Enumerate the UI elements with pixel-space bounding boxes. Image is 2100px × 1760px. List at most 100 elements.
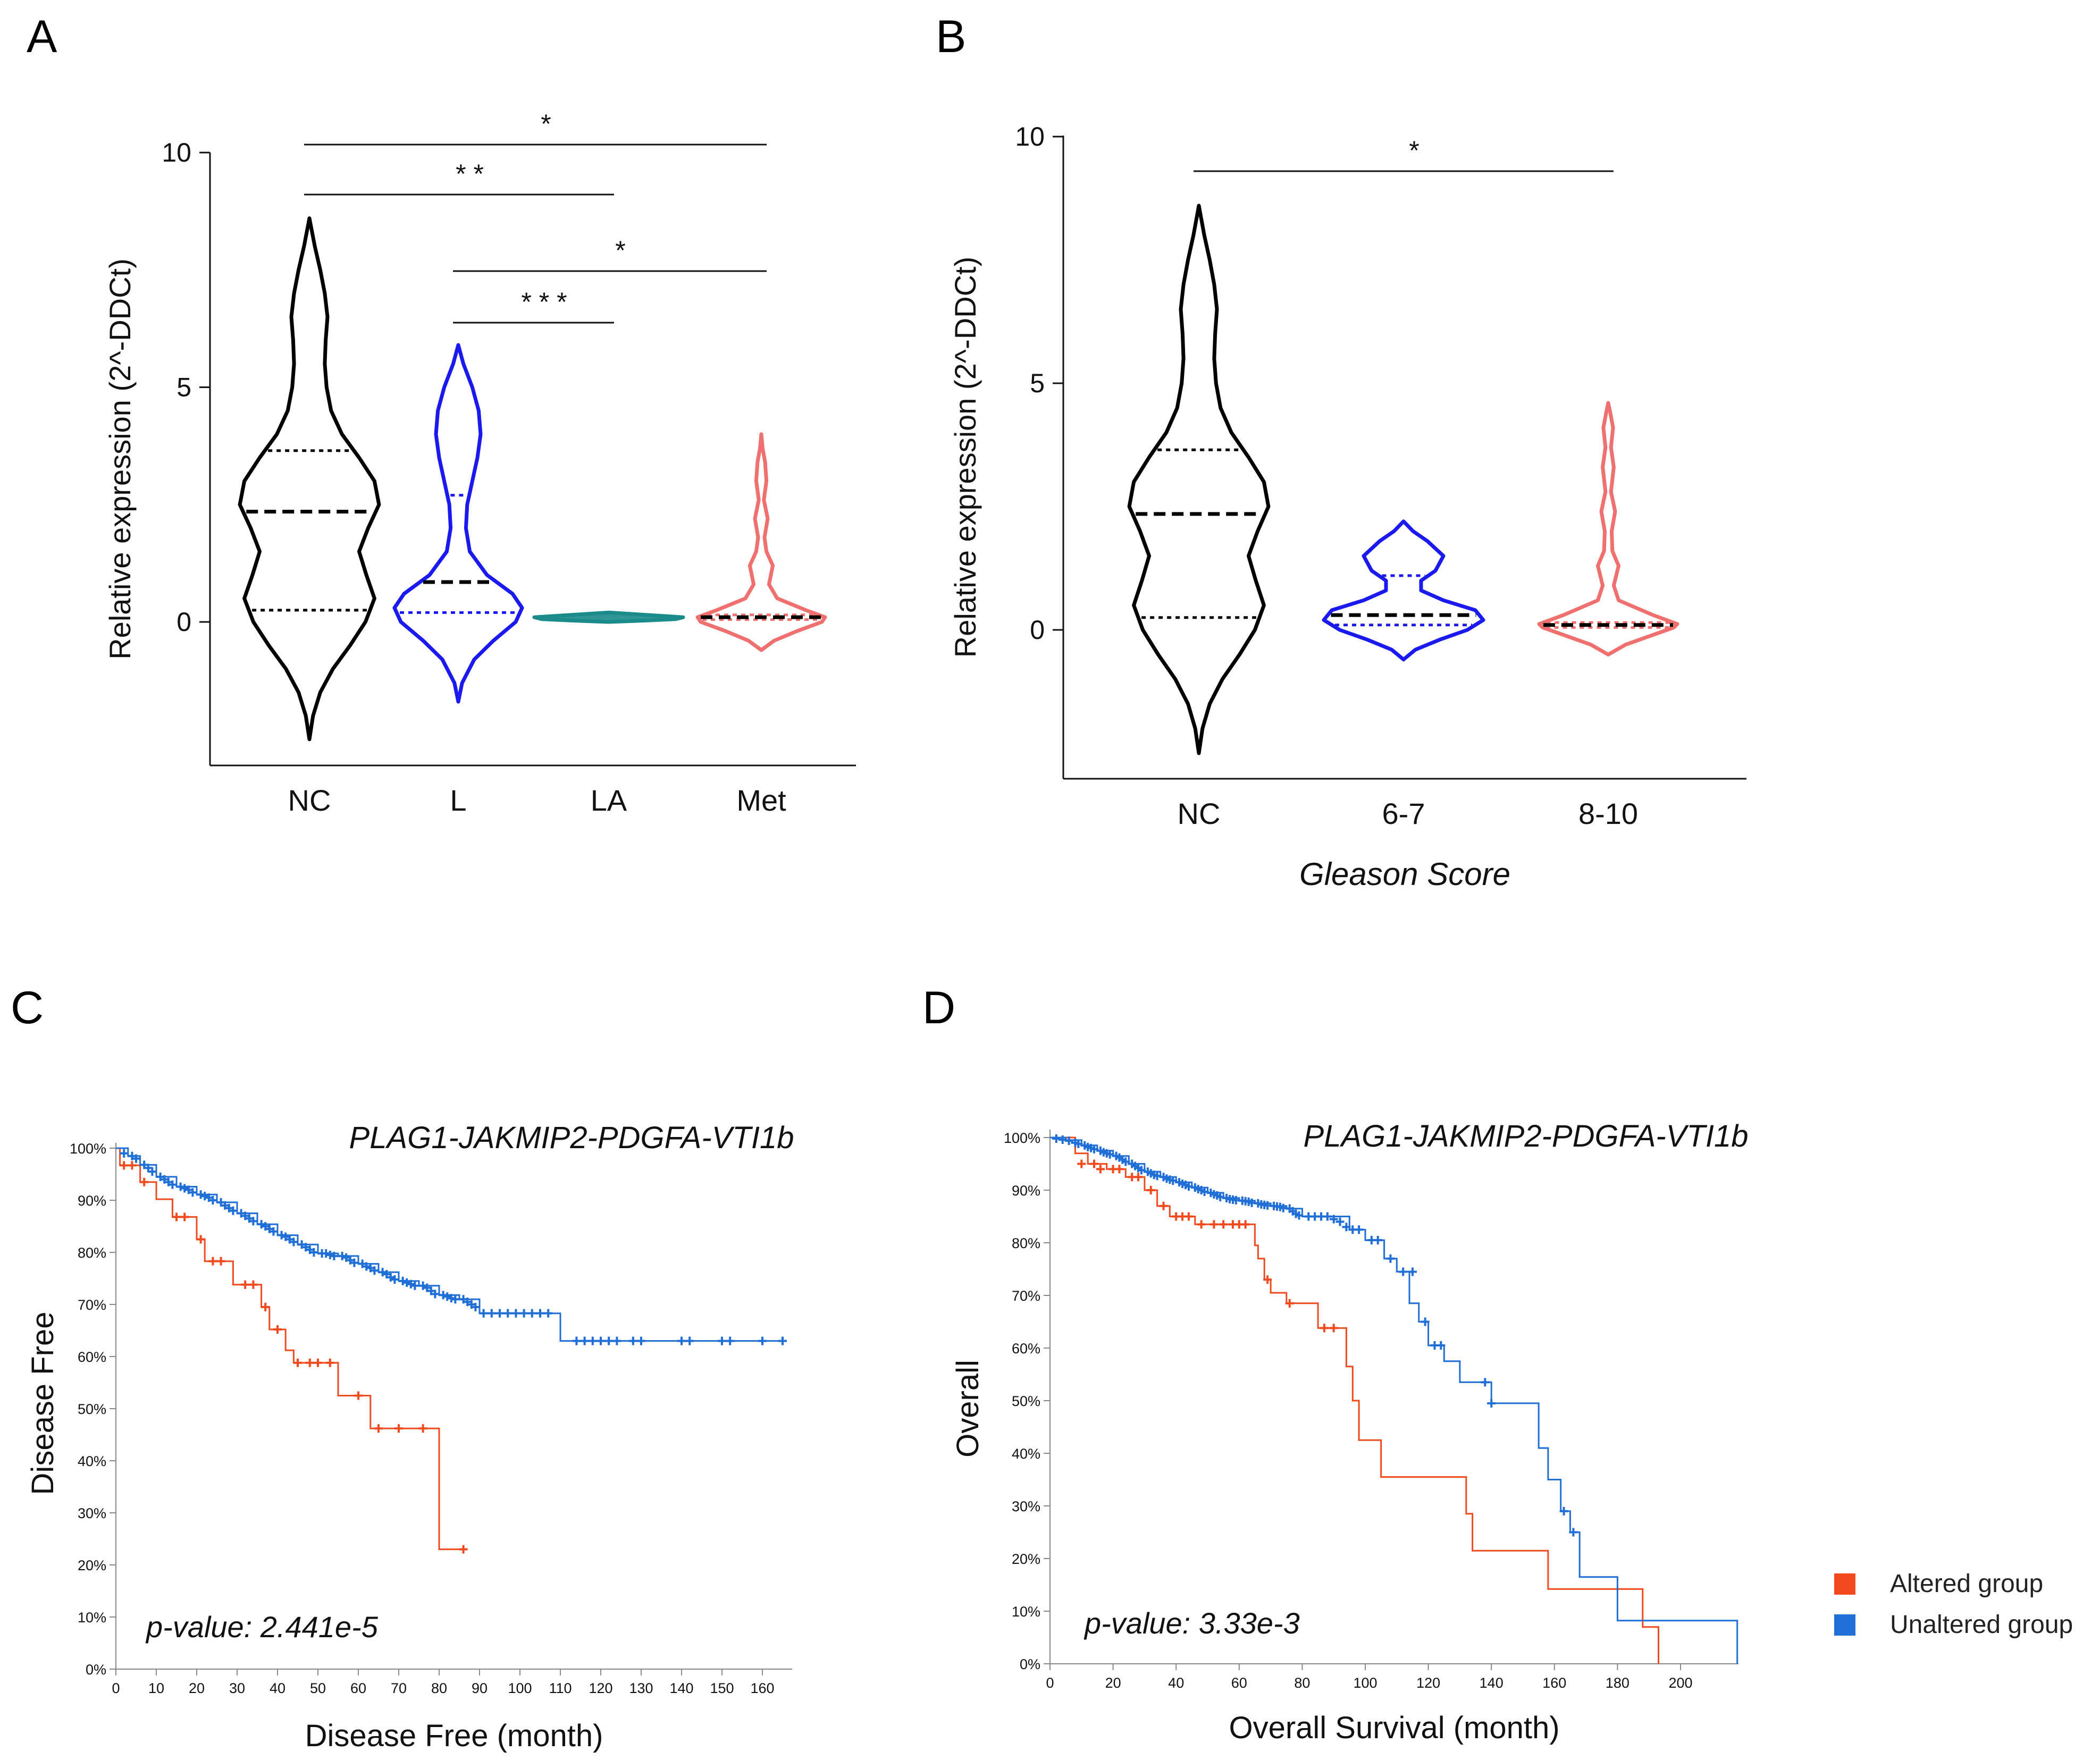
censor-mark — [572, 1336, 581, 1345]
x-tick-label: 180 — [1606, 1675, 1629, 1691]
censor-mark — [1295, 1211, 1304, 1220]
violin-8-10 — [1537, 401, 1679, 656]
x-tick-label: 40 — [270, 1680, 285, 1696]
censor-mark — [325, 1358, 334, 1367]
censor-mark — [778, 1336, 787, 1345]
censor-mark — [1386, 1254, 1395, 1263]
x-tick-label: 30 — [229, 1680, 245, 1696]
censor-mark — [580, 1336, 589, 1345]
censor-mark — [1241, 1220, 1250, 1229]
y-tick-label: 0% — [1020, 1656, 1040, 1672]
panel-label-c: C — [11, 982, 44, 1033]
censor-mark — [269, 1227, 278, 1236]
y-tick-label: 10 — [1015, 122, 1045, 151]
censor-mark — [120, 1149, 129, 1158]
violin-nc — [238, 216, 381, 742]
censor-mark — [726, 1336, 735, 1345]
censor-mark — [439, 1291, 448, 1300]
y-tick-label: 0 — [177, 607, 191, 637]
x-axis-label: Overall Survival (month) — [1229, 1711, 1559, 1745]
censor-mark — [1481, 1378, 1490, 1387]
censor-mark — [362, 1262, 371, 1271]
censor-mark — [1137, 1166, 1146, 1175]
x-tick-label: 140 — [669, 1680, 693, 1696]
censor-mark — [1219, 1220, 1228, 1229]
panel-label-d: D — [922, 982, 955, 1033]
y-tick-label: 60% — [1012, 1341, 1040, 1357]
censor-mark — [511, 1309, 520, 1318]
y-tick-label: 70% — [78, 1297, 106, 1313]
x-tick-label: 10 — [148, 1680, 164, 1696]
x-tick-label: 80 — [431, 1680, 447, 1696]
y-tick-label: 10 — [162, 138, 191, 167]
chart-d: 0% 10% 20% 30% 40% 50% 60% 70% 80% 90% 100% 0 20 40 60… — [951, 1119, 1748, 1745]
x-tick-label: 200 — [1668, 1675, 1692, 1691]
censor-mark — [374, 1424, 383, 1433]
censor-mark — [180, 1212, 189, 1222]
x-tick-label: NC — [1178, 797, 1221, 830]
x-axis-label: Gleason Score — [1299, 856, 1510, 892]
censor-mark — [1169, 1176, 1178, 1185]
violin-la — [532, 610, 685, 624]
y-tick-label: 0 — [1030, 615, 1045, 645]
censor-mark — [168, 1180, 177, 1189]
censor-mark — [503, 1309, 513, 1318]
censor-mark — [471, 1302, 480, 1311]
censor-mark — [1074, 1139, 1083, 1148]
censor-mark — [1209, 1220, 1219, 1229]
censor-mark — [289, 1237, 298, 1247]
censor-mark — [527, 1309, 536, 1318]
x-tick-label: 160 — [750, 1680, 774, 1696]
x-tick-label: L — [450, 784, 466, 817]
y-tick-label: 10% — [78, 1610, 106, 1626]
censor-mark — [305, 1358, 314, 1367]
censor-mark — [241, 1280, 250, 1289]
censor-mark — [1569, 1528, 1578, 1537]
censor-mark — [418, 1424, 427, 1433]
x-tick-label: 100 — [1353, 1675, 1377, 1691]
violin-6-7 — [1322, 519, 1485, 662]
censor-mark — [1399, 1267, 1408, 1276]
censor-mark — [479, 1309, 488, 1318]
censor-mark — [1121, 1157, 1130, 1166]
censor-mark — [394, 1424, 403, 1433]
legend-label-altered: Altered group — [1890, 1570, 2043, 1598]
censor-mark — [188, 1188, 197, 1197]
censor-mark — [410, 1281, 419, 1290]
censor-mark — [208, 1196, 217, 1205]
significance-label: * — [1409, 136, 1419, 165]
censor-mark — [758, 1336, 767, 1345]
censor-mark — [354, 1391, 363, 1400]
y-tick-label: 50% — [78, 1401, 106, 1417]
censor-mark — [309, 1248, 318, 1257]
legend-swatch-altered — [1834, 1573, 1855, 1595]
x-tick-label: 120 — [589, 1680, 612, 1696]
censor-mark — [487, 1309, 496, 1318]
censor-mark — [536, 1309, 544, 1318]
x-tick-label: 40 — [1168, 1675, 1184, 1691]
censor-mark — [1090, 1159, 1099, 1168]
y-tick-label: 5 — [1030, 368, 1045, 398]
censor-mark — [261, 1302, 270, 1311]
survival-line-unaltered — [116, 1147, 787, 1342]
x-tick-label: LA — [591, 784, 627, 817]
censor-mark — [459, 1545, 468, 1554]
chart-b: 0 5 10 Relative expression (2^-DDCt) NC 6-7 8-… — [948, 122, 1746, 892]
censor-mark — [1329, 1324, 1338, 1333]
significance-label: * — [615, 235, 625, 265]
censor-mark — [148, 1167, 157, 1176]
survival-line-unaltered — [1050, 1136, 1738, 1664]
censor-mark — [406, 1279, 415, 1289]
legend: Altered group Unaltered group — [1834, 1570, 2073, 1639]
x-tick-label: 80 — [1294, 1675, 1310, 1691]
censor-mark — [1320, 1324, 1329, 1333]
censor-mark — [1184, 1212, 1193, 1221]
censor-mark — [1355, 1225, 1364, 1234]
y-tick-label: 90% — [78, 1193, 106, 1209]
x-tick-label: Met — [736, 784, 786, 817]
x-tick-label: NC — [288, 784, 331, 817]
censor-mark — [597, 1336, 605, 1345]
significance-label: * * — [456, 159, 484, 189]
censor-mark — [208, 1257, 217, 1266]
censor-mark — [1090, 1144, 1099, 1153]
